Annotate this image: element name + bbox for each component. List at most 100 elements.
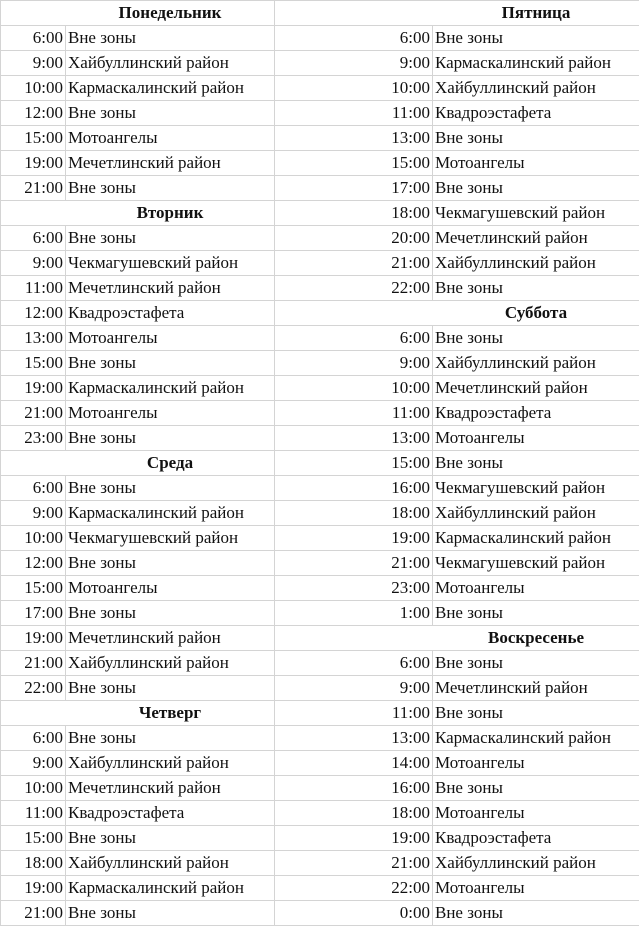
event-cell: Кармаскалинский район (65, 375, 275, 401)
table-row: 21:00 Вне зоны 17:00 Вне зоны (0, 175, 639, 201)
table-row: 12:00 Вне зоны 21:00 Чекмагушевский район (0, 550, 639, 576)
day-header: Вторник (65, 200, 275, 226)
table-row: 6:00 Вне зоны 20:00 Мечетлинский район (0, 225, 639, 251)
time-cell: 11:00 (274, 100, 433, 126)
table-row: Четверг 11:00 Вне зоны (0, 700, 639, 726)
event-cell: Кармаскалинский район (432, 725, 639, 751)
time-cell: 13:00 (274, 125, 433, 151)
table-row: 19:00 Мечетлинский район 15:00 Мотоангелы (0, 150, 639, 176)
table-row: 15:00 Вне зоны 19:00 Квадроэстафета (0, 825, 639, 851)
table-row: 6:00 Вне зоны 13:00 Кармаскалинский район (0, 725, 639, 751)
table-row: 21:00 Вне зоны 0:00 Вне зоны (0, 900, 639, 926)
time-cell: 22:00 (0, 675, 66, 701)
time-cell: 0:00 (274, 900, 433, 926)
event-cell: Вне зоны (65, 550, 275, 576)
time-cell: 6:00 (274, 25, 433, 51)
time-cell: 19:00 (0, 875, 66, 901)
table-row: 10:00 Мечетлинский район 16:00 Вне зоны (0, 775, 639, 801)
event-cell: Хайбуллинский район (65, 850, 275, 876)
time-cell: 12:00 (0, 100, 66, 126)
event-cell: Чекмагушевский район (432, 475, 639, 501)
time-cell: 11:00 (274, 700, 433, 726)
time-cell: 22:00 (274, 275, 433, 301)
event-cell: Вне зоны (65, 600, 275, 626)
event-cell: Кармаскалинский район (65, 75, 275, 101)
time-cell: 21:00 (0, 900, 66, 926)
time-cell: 9:00 (0, 50, 66, 76)
time-cell: 15:00 (274, 450, 433, 476)
event-cell: Мотоангелы (65, 400, 275, 426)
time-cell: 6:00 (274, 650, 433, 676)
table-row: 10:00 Чекмагушевский район 19:00 Кармаскали… (0, 525, 639, 551)
time-cell: 22:00 (274, 875, 433, 901)
table-row: 12:00 Вне зоны 11:00 Квадроэстафета (0, 100, 639, 126)
table-row: 9:00 Хайбуллинский район 14:00 Мотоангелы (0, 750, 639, 776)
table-row: 19:00 Кармаскалинский район 10:00 Мечетлинс… (0, 375, 639, 401)
event-cell: Квадроэстафета (65, 800, 275, 826)
time-cell: 18:00 (274, 500, 433, 526)
event-cell: Вне зоны (65, 350, 275, 376)
time-cell: 15:00 (0, 125, 66, 151)
empty-cell (274, 0, 433, 26)
event-cell: Мечетлинский район (65, 275, 275, 301)
day-header: Суббота (432, 300, 639, 326)
time-cell: 14:00 (274, 750, 433, 776)
table-row: 11:00 Квадроэстафета 18:00 Мотоангелы (0, 800, 639, 826)
time-cell: 21:00 (0, 400, 66, 426)
time-cell: 12:00 (0, 300, 66, 326)
event-cell: Вне зоны (65, 175, 275, 201)
table-row: 17:00 Вне зоны 1:00 Вне зоны (0, 600, 639, 626)
time-cell: 9:00 (274, 350, 433, 376)
time-cell: 9:00 (0, 500, 66, 526)
table-row: 19:00 Мечетлинский район Воскресенье (0, 625, 639, 651)
event-cell: Чекмагушевский район (432, 550, 639, 576)
event-cell: Вне зоны (65, 475, 275, 501)
time-cell: 6:00 (274, 325, 433, 351)
time-cell: 21:00 (274, 850, 433, 876)
event-cell: Мотоангелы (432, 750, 639, 776)
table-row: 19:00 Кармаскалинский район 22:00 Мотоангел… (0, 875, 639, 901)
event-cell: Вне зоны (65, 725, 275, 751)
time-cell: 9:00 (0, 250, 66, 276)
event-cell: Вне зоны (432, 325, 639, 351)
table-row: 9:00 Чекмагушевский район 21:00 Хайбуллинск… (0, 250, 639, 276)
time-cell: 11:00 (274, 400, 433, 426)
event-cell: Хайбуллинский район (432, 850, 639, 876)
time-cell: 10:00 (0, 75, 66, 101)
table-row: 15:00 Мотоангелы 23:00 Мотоангелы (0, 575, 639, 601)
time-cell: 11:00 (0, 275, 66, 301)
event-cell: Квадроэстафета (65, 300, 275, 326)
time-cell: 15:00 (0, 575, 66, 601)
time-cell: 9:00 (274, 50, 433, 76)
time-cell: 23:00 (274, 575, 433, 601)
time-cell: 23:00 (0, 425, 66, 451)
event-cell: Вне зоны (65, 100, 275, 126)
time-cell: 19:00 (274, 525, 433, 551)
time-cell: 6:00 (0, 25, 66, 51)
time-cell: 21:00 (274, 250, 433, 276)
time-cell: 16:00 (274, 775, 433, 801)
time-cell: 19:00 (274, 825, 433, 851)
event-cell: Вне зоны (432, 600, 639, 626)
table-row: 22:00 Вне зоны 9:00 Мечетлинский район (0, 675, 639, 701)
time-cell: 19:00 (0, 375, 66, 401)
empty-cell (0, 450, 66, 476)
event-cell: Мотоангелы (65, 125, 275, 151)
empty-cell (0, 200, 66, 226)
empty-cell (0, 700, 66, 726)
event-cell: Чекмагушевский район (65, 525, 275, 551)
time-cell: 6:00 (0, 475, 66, 501)
table-row: 21:00 Мотоангелы 11:00 Квадроэстафета (0, 400, 639, 426)
event-cell: Квадроэстафета (432, 825, 639, 851)
event-cell: Вне зоны (432, 125, 639, 151)
table-row: 11:00 Мечетлинский район 22:00 Вне зоны (0, 275, 639, 301)
table-row: 23:00 Вне зоны 13:00 Мотоангелы (0, 425, 639, 451)
time-cell: 6:00 (0, 225, 66, 251)
event-cell: Мечетлинский район (65, 625, 275, 651)
day-header: Четверг (65, 700, 275, 726)
time-cell: 10:00 (274, 75, 433, 101)
time-cell: 21:00 (274, 550, 433, 576)
event-cell: Вне зоны (65, 675, 275, 701)
event-cell: Хайбуллинский район (432, 500, 639, 526)
